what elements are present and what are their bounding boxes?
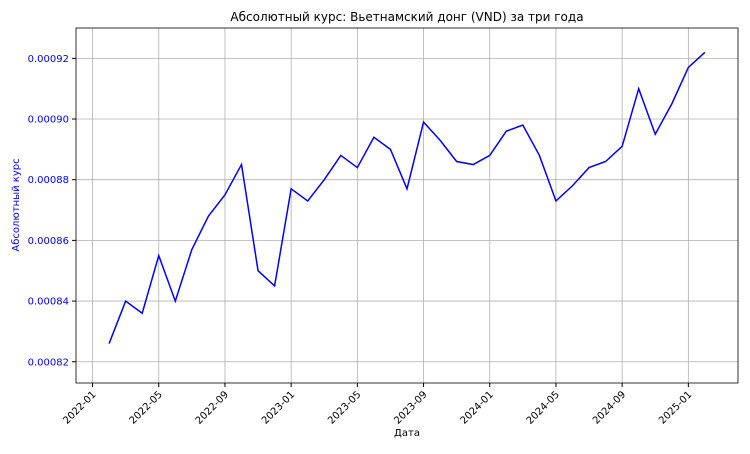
x-tick-label: 2022-09 xyxy=(194,389,231,426)
y-tick-label: 0.00082 xyxy=(28,357,69,368)
chart-title: Абсолютный курс: Вьетнамский донг (VND) … xyxy=(230,10,583,24)
y-tick-label: 0.00092 xyxy=(28,54,69,65)
y-tick-label: 0.00086 xyxy=(28,236,69,247)
x-tick-label: 2023-09 xyxy=(392,389,429,426)
x-tick-label: 2024-05 xyxy=(525,389,562,426)
x-tick-label: 2024-09 xyxy=(591,389,628,426)
x-axis-label: Дата xyxy=(394,428,420,439)
x-tick-label: 2025-01 xyxy=(657,389,694,426)
x-tick-label: 2023-01 xyxy=(260,389,297,426)
x-tick-label: 2022-01 xyxy=(61,389,98,426)
y-tick-label: 0.00090 xyxy=(28,115,69,126)
line xyxy=(108,51,706,344)
x-tick-label: 2022-05 xyxy=(128,389,165,426)
x-tick-label: 2023-05 xyxy=(326,389,363,426)
y-tick-label: 0.00084 xyxy=(28,297,69,308)
y-axis-label: Абсолютный курс xyxy=(11,158,22,251)
x-tick-label: 2024-01 xyxy=(459,389,496,426)
y-tick-label: 0.00088 xyxy=(28,175,69,186)
plot-frame xyxy=(75,27,739,384)
